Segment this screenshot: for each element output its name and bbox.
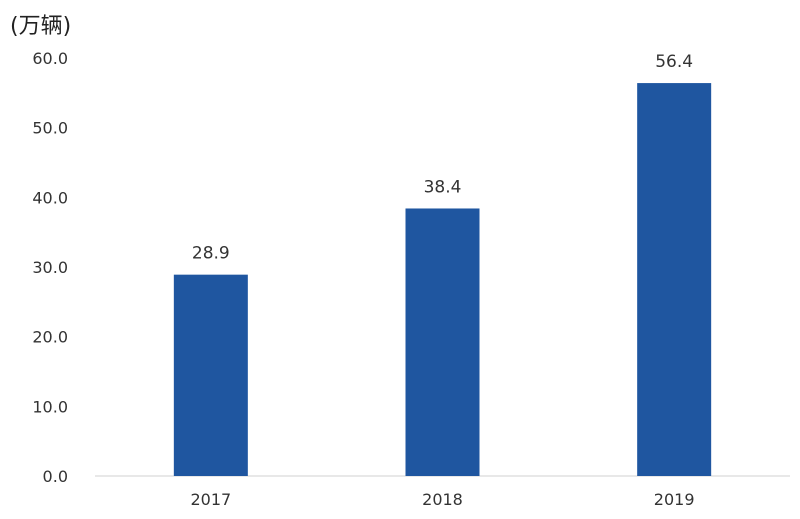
bar-2018 (405, 208, 480, 477)
y-tick-label: 20.0 (32, 328, 68, 347)
y-tick-label: 60.0 (32, 49, 68, 68)
y-tick-label: 10.0 (32, 397, 68, 416)
bars (173, 83, 712, 477)
y-axis-ticks: 0.0 10.0 20.0 30.0 40.0 50.0 60.0 (32, 49, 68, 486)
data-labels: 28.9 38.4 56.4 (192, 52, 693, 264)
x-tick-label-2019: 2019 (654, 490, 695, 509)
data-label-2018: 38.4 (424, 177, 462, 197)
y-tick-label: 50.0 (32, 119, 68, 138)
y-axis-unit-label: (万辆) (10, 14, 72, 39)
x-tick-label-2017: 2017 (190, 490, 231, 509)
x-tick-label-2018: 2018 (422, 490, 463, 509)
y-tick-label: 0.0 (43, 467, 68, 486)
bar-2019 (637, 83, 712, 476)
bar-2017 (173, 274, 248, 476)
data-label-2017: 28.9 (192, 244, 230, 264)
data-label-2019: 56.4 (655, 52, 693, 72)
y-tick-label: 40.0 (32, 188, 68, 207)
x-axis-tick-labels: 2017 2018 2019 (190, 490, 694, 509)
y-tick-label: 30.0 (32, 258, 68, 277)
